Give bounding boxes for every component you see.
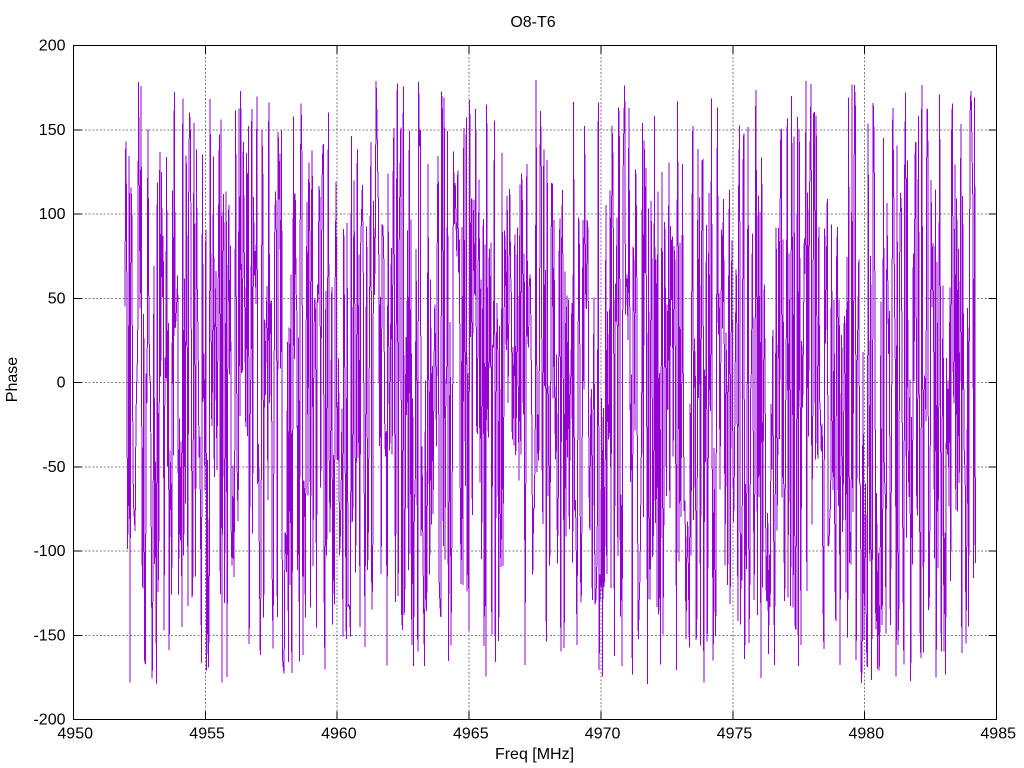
svg-text:4955: 4955 xyxy=(189,726,225,743)
svg-text:4960: 4960 xyxy=(321,726,357,743)
svg-text:4980: 4980 xyxy=(849,726,885,743)
svg-text:0: 0 xyxy=(57,375,66,392)
svg-text:-50: -50 xyxy=(42,459,65,476)
svg-text:Phase: Phase xyxy=(4,357,21,402)
svg-text:Freq [MHz]: Freq [MHz] xyxy=(495,746,574,763)
svg-text:200: 200 xyxy=(39,38,66,55)
svg-text:4950: 4950 xyxy=(57,726,93,743)
svg-text:4970: 4970 xyxy=(585,726,621,743)
svg-text:150: 150 xyxy=(39,122,66,139)
svg-text:100: 100 xyxy=(39,206,66,223)
svg-text:4965: 4965 xyxy=(453,726,489,743)
svg-text:50: 50 xyxy=(48,290,66,307)
svg-text:4975: 4975 xyxy=(717,726,753,743)
svg-text:4985: 4985 xyxy=(980,726,1016,743)
svg-text:-150: -150 xyxy=(33,628,65,645)
svg-text:-100: -100 xyxy=(33,543,65,560)
svg-text:-200: -200 xyxy=(33,712,65,729)
svg-text:O8-T6: O8-T6 xyxy=(510,14,555,31)
